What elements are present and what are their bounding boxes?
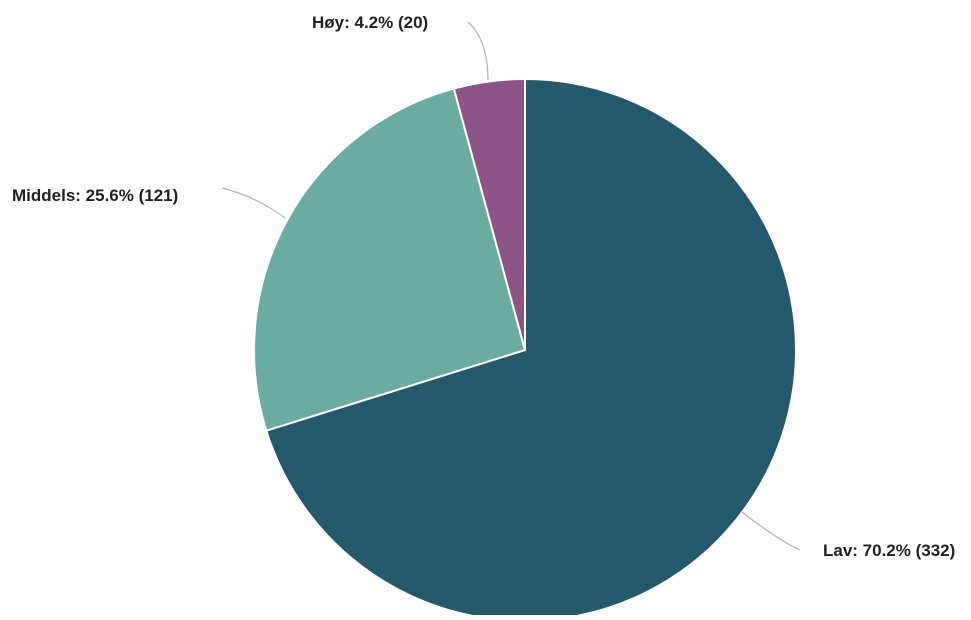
slice-label-lav: Lav: 70.2% (332) [823, 541, 955, 560]
leader-line-lav [741, 511, 801, 551]
leader-line-middels [221, 187, 286, 219]
slice-label-middels: Middels: 25.6% (121) [12, 186, 178, 205]
slices-layer [252, 77, 797, 620]
pie-slice-middels [252, 87, 527, 432]
leader-line-hoy [467, 21, 489, 81]
labels-layer: Lav: 70.2% (332) Middels: 25.6% (121) Høy:… [12, 13, 955, 560]
pie-slice-lav [265, 77, 797, 620]
pie-slice-hoy [452, 77, 526, 351]
slice-label-hoy: Høy: 4.2% (20) [312, 13, 428, 32]
leader-lines-layer [221, 21, 801, 551]
